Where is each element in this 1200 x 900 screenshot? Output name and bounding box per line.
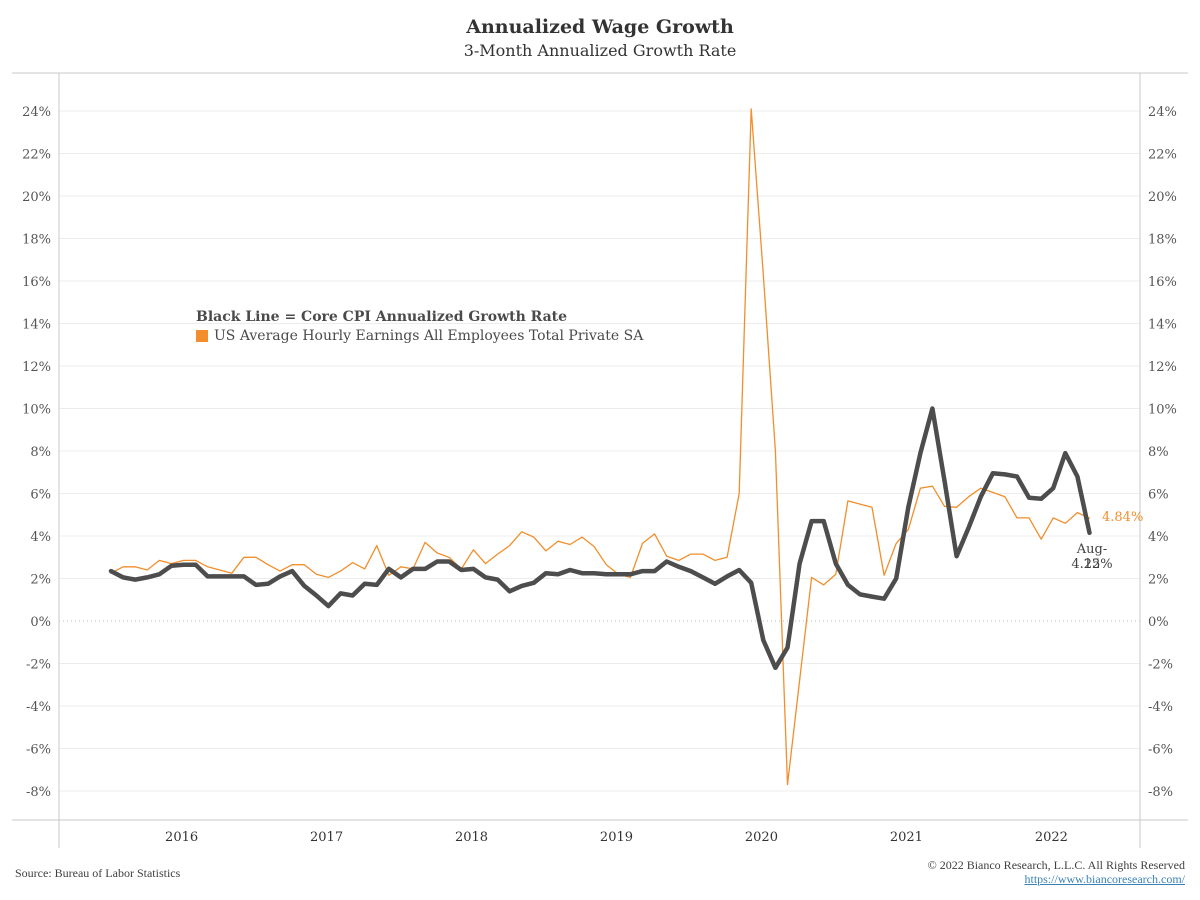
- y-tick-label-right: 8%: [1148, 445, 1169, 460]
- y-tick-label-left: 10%: [22, 403, 51, 418]
- y-tick-label-right: 10%: [1148, 403, 1177, 418]
- chart-title: Annualized Wage Growth: [466, 16, 734, 38]
- website-link[interactable]: https://www.biancoresearch.com/: [1024, 872, 1185, 886]
- x-tick-label: 2017: [310, 830, 343, 845]
- legend-orange-label: US Average Hourly Earnings All Employees…: [214, 328, 644, 344]
- series-group: [108, 108, 1092, 786]
- y-tick-label-right: -4%: [1148, 700, 1173, 715]
- y-tick-label-left: -4%: [26, 700, 51, 715]
- gridlines: [59, 110, 1140, 792]
- chart-subtitle: 3-Month Annualized Growth Rate: [463, 41, 737, 60]
- y-tick-label-left: 6%: [30, 488, 51, 503]
- y-axis-right: 24% 22% 20% 18% 16% 14% 12% 10% 8% 6% 4% 2% 0% -2% -4%…: [1148, 105, 1177, 800]
- series-line-core-cpi: [108, 406, 1092, 671]
- y-tick-label-right: -8%: [1148, 785, 1173, 800]
- plot-frame: [12, 72, 1188, 848]
- y-tick-label-left: 14%: [22, 318, 51, 333]
- x-tick-label: 2021: [890, 830, 923, 845]
- y-tick-label-left: 16%: [22, 275, 51, 290]
- x-tick-label: 2016: [165, 830, 198, 845]
- y-tick-label-left: 8%: [30, 445, 51, 460]
- source-note: Source: Bureau of Labor Statistics: [15, 866, 181, 880]
- y-tick-label-right: 4%: [1148, 530, 1169, 545]
- x-tick-label: 2018: [455, 830, 488, 845]
- series-line-avg-hourly-earnings: [110, 108, 1091, 786]
- legend-swatch-orange: [196, 330, 208, 342]
- legend-item-orange: US Average Hourly Earnings All Employees…: [196, 328, 643, 344]
- black-end-date-label: Aug-22: [1076, 542, 1108, 572]
- y-tick-label-right: 0%: [1148, 615, 1169, 630]
- y-tick-label-left: -2%: [26, 658, 51, 673]
- y-tick-label-left: 20%: [22, 190, 51, 205]
- y-tick-label-right: -6%: [1148, 743, 1173, 758]
- y-tick-label-right: -2%: [1148, 658, 1173, 673]
- x-axis: 2016 2017 2018 2019 2020 2021 2022: [165, 830, 1068, 845]
- x-tick-label: 2020: [745, 830, 778, 845]
- y-tick-label-right: 24%: [1148, 105, 1177, 120]
- y-tick-label-right: 22%: [1148, 148, 1177, 163]
- y-tick-label-left: 0%: [30, 615, 51, 630]
- x-tick-label: 2019: [600, 830, 633, 845]
- y-tick-label-left: 22%: [22, 148, 51, 163]
- black-end-value-label: 4.15%: [1071, 557, 1113, 572]
- orange-end-value-label: 4.84%: [1102, 510, 1144, 525]
- y-tick-label-left: 4%: [30, 530, 51, 545]
- y-tick-label-left: -6%: [26, 743, 51, 758]
- y-tick-label-right: 18%: [1148, 233, 1177, 248]
- y-tick-label-left: 12%: [22, 360, 51, 375]
- y-tick-label-right: 12%: [1148, 360, 1177, 375]
- y-tick-label-right: 2%: [1148, 573, 1169, 588]
- y-tick-label-left: -8%: [26, 785, 51, 800]
- y-tick-label-right: 20%: [1148, 190, 1177, 205]
- y-tick-label-left: 24%: [22, 105, 51, 120]
- y-tick-label-left: 18%: [22, 233, 51, 248]
- y-tick-label-right: 6%: [1148, 488, 1169, 503]
- y-tick-label-right: 16%: [1148, 275, 1177, 290]
- x-tick-label: 2022: [1035, 830, 1068, 845]
- y-tick-label-left: 2%: [30, 573, 51, 588]
- copyright-note: © 2022 Bianco Research, L.L.C. All Right…: [927, 858, 1185, 872]
- legend-black-line-label: Black Line = Core CPI Annualized Growth …: [196, 309, 568, 325]
- y-axis-left: 24% 22% 20% 18% 16% 14% 12% 10% 8% 6% 4% 2% 0% -2% -4%…: [22, 105, 51, 800]
- y-tick-label-right: 14%: [1148, 318, 1177, 333]
